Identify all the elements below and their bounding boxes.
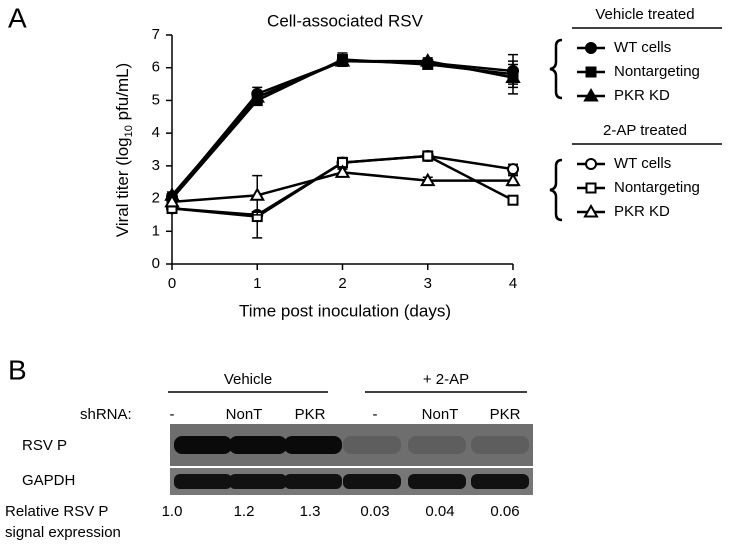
y-tick-label: 5 [152, 91, 160, 108]
shrna-label: shRNA: [80, 406, 132, 423]
brace [549, 38, 563, 100]
band [471, 436, 529, 454]
relative-label: signal expression [5, 524, 121, 541]
y-tick-label: 6 [152, 59, 160, 76]
band [229, 474, 287, 489]
band [174, 436, 232, 454]
data-point [164, 193, 180, 208]
band [284, 436, 342, 454]
data-point [507, 194, 519, 206]
row-label: GAPDH [22, 472, 75, 489]
x-tick-label: 0 [168, 275, 176, 292]
relative-value: 1.3 [300, 503, 321, 520]
panel-label: B [8, 354, 27, 385]
data-point [334, 53, 351, 67]
band [229, 436, 287, 454]
band [408, 436, 466, 454]
relative-label: Relative RSV P [5, 503, 108, 520]
legend-group-title: 2-AP treated [603, 122, 687, 139]
legend-marker [583, 87, 599, 102]
relative-value: 1.0 [162, 503, 183, 520]
legend-label: Nontargeting [614, 63, 700, 80]
lane-label: NonT [226, 406, 263, 423]
y-label-part: pfu/mL) [113, 63, 132, 125]
y-tick-label: 1 [152, 222, 160, 239]
lane-label: - [170, 406, 175, 423]
lane-label: PKR [490, 406, 521, 423]
western-blot [170, 424, 533, 495]
legend-label: WT cells [614, 39, 671, 56]
x-tick-label: 2 [338, 275, 346, 292]
band [408, 474, 466, 489]
y-label-part: Viral titer (log [113, 137, 132, 237]
legend-marker [585, 182, 597, 194]
x-tick-label: 4 [509, 275, 517, 292]
y-axis-label: Viral titer (log10 pfu/mL) [113, 63, 134, 237]
relative-value: 0.04 [425, 503, 454, 520]
brace [549, 158, 563, 222]
y-label-sub: 10 [123, 125, 135, 137]
y-tick-label: 0 [152, 255, 160, 272]
legend-label: Nontargeting [614, 179, 700, 196]
y-tick-label: 2 [152, 190, 160, 207]
lane-label: PKR [295, 406, 326, 423]
band [471, 474, 529, 489]
data-point [420, 172, 436, 187]
group-label: Vehicle [224, 371, 272, 388]
y-tick-label: 7 [152, 26, 160, 43]
legend-label: PKR KD [614, 203, 670, 220]
band [343, 474, 401, 489]
panel-label: A [8, 2, 27, 33]
x-axis-label: Time post inoculation (days) [239, 301, 451, 320]
legend-marker [585, 158, 597, 170]
band [284, 474, 342, 489]
group-label: + 2-AP [423, 371, 469, 388]
legend-label: PKR KD [614, 87, 670, 104]
x-tick-label: 3 [424, 275, 432, 292]
chart-title: Cell-associated RSV [267, 11, 424, 30]
legend-label: WT cells [614, 155, 671, 172]
relative-value: 0.03 [360, 503, 389, 520]
data-point [249, 187, 265, 201]
relative-value: 0.06 [490, 503, 519, 520]
band [343, 436, 401, 454]
band [174, 474, 232, 489]
row-label: RSV P [22, 437, 67, 454]
data-point [505, 172, 521, 187]
data-point [422, 150, 434, 162]
lane-label: - [373, 406, 378, 423]
y-tick-label: 3 [152, 157, 160, 174]
data-point [505, 69, 521, 84]
relative-value: 1.2 [234, 503, 255, 520]
data-point [334, 164, 351, 178]
y-tick-label: 4 [152, 124, 160, 141]
lane-label: NonT [422, 406, 459, 423]
legend-marker [585, 66, 597, 78]
legend-marker [585, 42, 597, 54]
legend-marker [583, 203, 599, 218]
data-point [249, 89, 265, 103]
data-point [420, 53, 436, 67]
x-tick-label: 1 [253, 275, 261, 292]
legend-group-title: Vehicle treated [595, 6, 694, 23]
